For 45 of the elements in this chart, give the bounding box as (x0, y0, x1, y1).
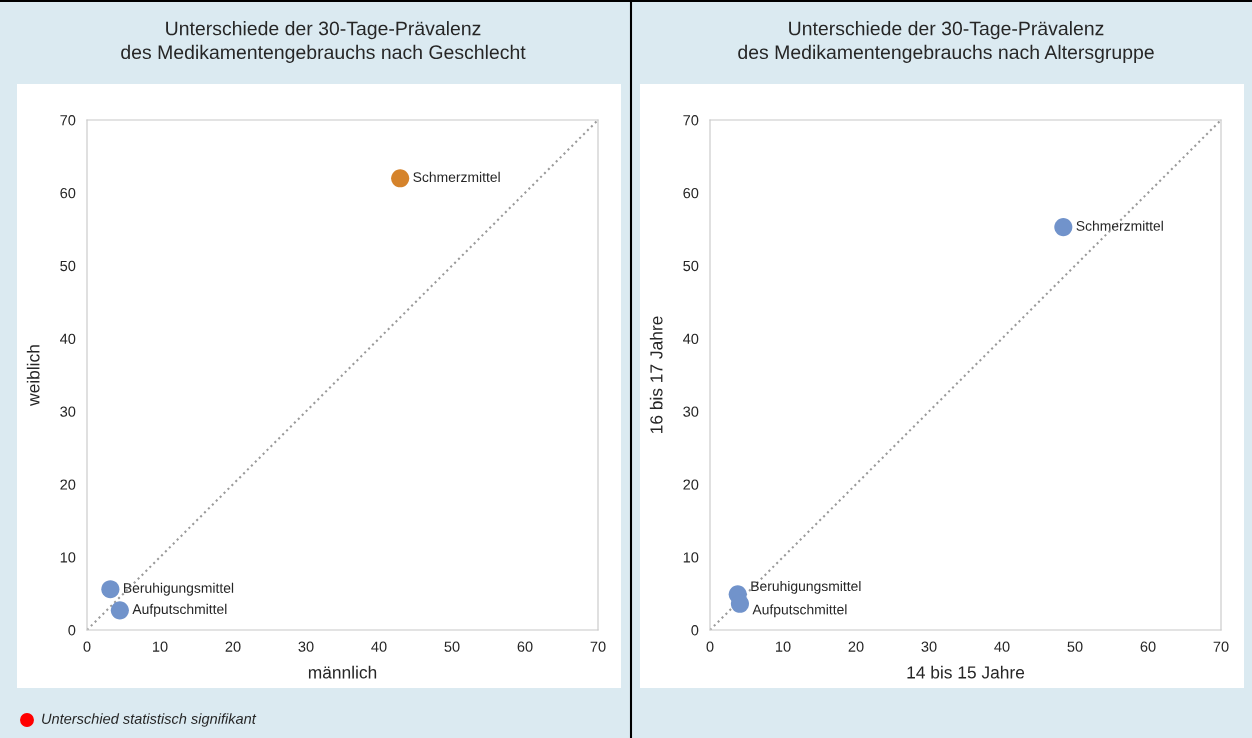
y-tick-label: 50 (60, 260, 76, 272)
y-tick-label: 70 (60, 115, 76, 126)
y-axis-title: 16 bis 17 Jahre (649, 316, 663, 434)
annotation: Beruhigungsmittel (124, 582, 234, 596)
x-tick-label: 10 (776, 641, 791, 652)
y-tick-label: 0 (68, 625, 76, 636)
y-tick-label: 60 (683, 187, 699, 199)
x-tick-label: 30 (921, 641, 937, 652)
x-tick-label: 60 (1140, 641, 1156, 652)
chart-title: Unterschiede der 30-Tage-Prävalenz des Medikamentengebrauchs nach Altersgruppe (738, 21, 1154, 63)
x-tick-label: 0 (83, 641, 91, 652)
y-tick-label: 20 (683, 479, 699, 490)
annotation: Aufputschmittel (752, 604, 847, 618)
x-tick-label: 50 (444, 641, 460, 652)
y-tick-label: 10 (60, 552, 76, 563)
annotation: Schmerzmittel (413, 171, 500, 183)
y-tick-label: 70 (683, 115, 699, 126)
y-tick-label: 40 (60, 333, 76, 344)
y-tick-label: 50 (683, 260, 699, 272)
chart-title: Unterschiede der 30-Tage-Prävalenz des Medikamentengebrauchs nach Geschlecht (121, 21, 526, 63)
y-tick-label: 60 (60, 187, 76, 199)
annotation: Beruhigungsmittel (751, 580, 861, 594)
x-tick-label: 30 (298, 641, 314, 652)
y-tick-label: 30 (60, 406, 76, 417)
x-tick-label: 10 (153, 641, 168, 652)
x-tick-label: 70 (590, 641, 606, 652)
y-tick-label: 20 (60, 479, 76, 490)
x-axis-title: männlich (308, 665, 377, 679)
y-tick-label: 0 (691, 625, 699, 636)
x-tick-label: 20 (225, 641, 241, 652)
y-axis-title: weiblich (26, 345, 40, 406)
x-axis-title: 14 bis 15 Jahre (907, 665, 1025, 679)
x-tick-label: 60 (517, 641, 533, 652)
x-tick-label: 40 (371, 641, 387, 652)
y-tick-label: 40 (683, 333, 699, 344)
annotation: Schmerzmittel (1076, 220, 1163, 231)
y-tick-label: 30 (683, 406, 699, 417)
x-tick-label: 0 (706, 641, 714, 652)
text: Unterschied statistisch signifikant (42, 713, 257, 727)
x-tick-label: 20 (848, 641, 864, 652)
x-tick-label: 40 (994, 641, 1010, 652)
x-tick-label: 50 (1067, 641, 1083, 652)
y-tick-label: 10 (683, 552, 699, 563)
x-tick-label: 70 (1213, 641, 1229, 652)
annotation: Aufputschmittel (132, 603, 227, 617)
